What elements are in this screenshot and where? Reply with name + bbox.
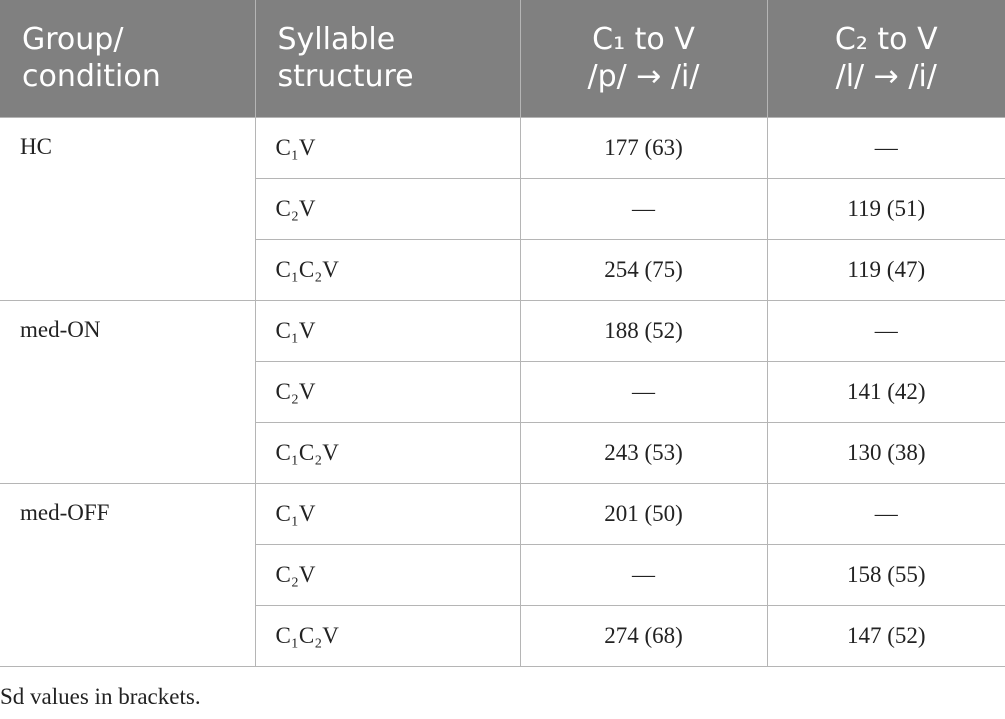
table-row: C₁C₂V 254 (75) 119 (47) xyxy=(0,238,1005,301)
header-row: Group/condition Syllable structure C₁ to V /… xyxy=(0,0,1005,117)
value-cell: 141 (42) xyxy=(766,360,1005,423)
header-line: Group/ xyxy=(22,22,124,58)
header-line: condition xyxy=(22,59,161,95)
structure-cell: C₂V xyxy=(255,543,521,606)
table-row: med-OFF C₁V 201 (50) — xyxy=(0,482,1005,667)
header-line: structure xyxy=(277,59,414,95)
header-line: Syllable xyxy=(277,22,396,58)
value-cell: 243 (53) xyxy=(519,421,768,484)
value-cell: 119 (51) xyxy=(766,177,1005,240)
value-cell: 147 (52) xyxy=(766,604,1005,667)
value-cell: 274 (68) xyxy=(519,604,768,667)
header-line: C₁ to V xyxy=(592,22,695,58)
table-header: Group/condition Syllable structure C₁ to V /… xyxy=(0,0,1005,117)
group-cell: HC xyxy=(0,116,256,301)
value-cell: 158 (55) xyxy=(766,543,1005,606)
header-line: /l/ → /i/ xyxy=(835,59,937,95)
value-cell: — xyxy=(519,177,768,240)
header-cell: C₁ to V/p/ → /i/ xyxy=(519,0,767,117)
value-cell: — xyxy=(519,543,768,606)
header-line: C₂ to V xyxy=(834,22,938,58)
table-row: C₁C₂V 274 (68) 147 (52) xyxy=(0,604,1005,667)
structure-cell: C₂V xyxy=(255,177,521,240)
value-cell: — xyxy=(519,360,768,423)
value-cell: 188 (52) xyxy=(519,299,768,362)
value-cell: 201 (50) xyxy=(519,482,768,545)
value-cell: 119 (47) xyxy=(766,238,1005,301)
header-cell: C₂ to V/l/ → /i/ xyxy=(766,0,1005,117)
structure-cell: C₁C₂V xyxy=(255,604,521,667)
footnote: Sd values in brackets. xyxy=(0,684,201,709)
table-row: HC C₁V 177 (63) — xyxy=(0,116,1005,301)
group-cell: med-OFF xyxy=(0,482,256,667)
table-body: HC C₁V 177 (63) — C₂V —119 (51) C₁C₂V 254 (75) 1… xyxy=(0,116,1005,667)
table-row: C₁C₂V 243 (53) 130 (38) xyxy=(0,421,1005,484)
header-cell: Syllable structure xyxy=(254,0,520,117)
table-row: med-ON C₁V 188 (52) — xyxy=(0,299,1005,484)
value-cell: 254 (75) xyxy=(519,238,768,301)
data-table: Group/condition Syllable structure C₁ to V /… xyxy=(0,0,1005,667)
structure-cell: C₁V xyxy=(254,482,521,545)
value-cell: — xyxy=(766,116,1005,179)
group-cell: med-ON xyxy=(0,299,256,484)
structure-cell: C₁C₂V xyxy=(255,238,521,301)
value-cell: 130 (38) xyxy=(766,421,1005,484)
value-cell: — xyxy=(766,299,1005,362)
structure-cell: C₁C₂V xyxy=(255,421,521,484)
value-cell: 177 (63) xyxy=(519,116,768,179)
structure-cell: C₁V xyxy=(254,299,521,362)
value-cell: — xyxy=(766,482,1005,545)
table-row: C₂V —141 (42) xyxy=(0,360,1005,423)
structure-cell: C₂V xyxy=(255,360,521,423)
header-cell: Group/condition xyxy=(0,0,255,117)
structure-cell: C₁V xyxy=(254,116,521,179)
header-line: /p/ → /i/ xyxy=(587,59,700,95)
